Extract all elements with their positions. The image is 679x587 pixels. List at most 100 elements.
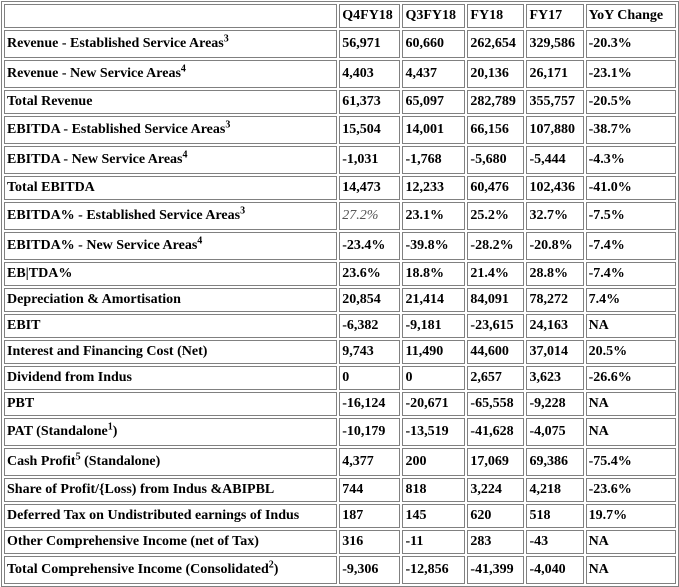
row-label: EBIT — [4, 314, 338, 338]
table-row: Cash Profit5 (Standalone) 4,377 200 17,069 6… — [4, 448, 676, 476]
row-label: PAT (Standalone1) — [4, 418, 338, 446]
row-label: Interest and Financing Cost (Net) — [4, 340, 338, 364]
value-cell: 20,136 — [467, 60, 525, 88]
row-label-text: EBITDA - New Service Areas — [7, 152, 183, 167]
value-cell: 66,156 — [467, 116, 525, 144]
column-header: FY18 — [467, 4, 525, 28]
value-cell: -9,306 — [339, 556, 401, 584]
table-row: Depreciation & Amortisation 20,854 21,414 8… — [4, 288, 676, 312]
value-cell: 21.4% — [467, 262, 525, 286]
footnote-marker: 5 — [75, 451, 81, 463]
row-label-text: PAT (Standalone — [7, 424, 108, 439]
value-cell: -12,856 — [402, 556, 466, 584]
row-label-text: Deferred Tax on Undistributed earnings o… — [7, 508, 300, 523]
value-cell: 23.1% — [402, 202, 466, 230]
value-cell: 355,757 — [526, 90, 584, 114]
value-cell: -5,444 — [526, 146, 584, 174]
table-row: PAT (Standalone1) -10,179 -13,519 -41,628 -4… — [4, 418, 676, 446]
row-label-text: Revenue - New Service Areas — [7, 66, 181, 81]
value-cell: 11,490 — [402, 340, 466, 364]
value-cell: -11 — [402, 530, 466, 554]
value-cell: NA — [585, 314, 676, 338]
value-cell: 102,436 — [526, 176, 584, 200]
table-row: Revenue - New Service Areas4 4,403 4,437 20… — [4, 60, 676, 88]
row-label: EBITDA - Established Service Areas3 — [4, 116, 338, 144]
table-row: Interest and Financing Cost (Net) 9,743 11… — [4, 340, 676, 364]
value-cell: -1,768 — [402, 146, 466, 174]
table-row: Dividend from Indus 0 0 2,657 3,623 -26.6% — [4, 366, 676, 390]
value-cell: 4,437 — [402, 60, 466, 88]
row-label-text: Cash Profit — [7, 454, 76, 469]
value-cell: 28.8% — [526, 262, 584, 286]
row-label: EBITDA - New Service Areas4 — [4, 146, 338, 174]
row-label-text: EBITDA - Established Service Areas — [7, 122, 226, 137]
row-label-suffix: ) — [112, 424, 118, 439]
row-label-text: Total Comprehensive Income (Consolidated — [7, 562, 269, 577]
value-cell: 316 — [339, 530, 401, 554]
value-cell: 4,377 — [339, 448, 401, 476]
value-cell: 69,386 — [526, 448, 584, 476]
table-body: Q4FY18 Q3FY18 FY18 FY17 YoY Change Revenue - … — [4, 4, 676, 584]
value-cell: 60,476 — [467, 176, 525, 200]
value-cell: 78,272 — [526, 288, 584, 312]
value-cell: -6,382 — [339, 314, 401, 338]
header-corner-cell — [4, 4, 338, 28]
row-label: Cash Profit5 (Standalone) — [4, 448, 338, 476]
row-label-text: Total EBITDA — [7, 180, 95, 195]
row-label-text: Other Comprehensive Income (net of Tax) — [7, 534, 259, 549]
row-label-suffix: (Standalone) — [80, 454, 161, 469]
value-cell: -38.7% — [585, 116, 676, 144]
table-row: Total Comprehensive Income (Consolidated… — [4, 556, 676, 584]
value-cell: -41,399 — [467, 556, 525, 584]
row-label: Other Comprehensive Income (net of Tax) — [4, 530, 338, 554]
value-cell: 4,403 — [339, 60, 401, 88]
value-cell: 262,654 — [467, 30, 525, 58]
row-label-text: Interest and Financing Cost (Net) — [7, 344, 208, 359]
table-row: EBIT -6,382 -9,181 -23,615 24,163 NA — [4, 314, 676, 338]
table-row: Deferred Tax on Undistributed earnings o… — [4, 504, 676, 528]
value-cell: -1,031 — [339, 146, 401, 174]
value-cell: 24,163 — [526, 314, 584, 338]
table-row: Total Revenue 61,373 65,097 282,789 355,757-… — [4, 90, 676, 114]
value-cell: 145 — [402, 504, 466, 528]
value-cell: NA — [585, 418, 676, 446]
value-cell: 61,373 — [339, 90, 401, 114]
row-label: Depreciation & Amortisation — [4, 288, 338, 312]
value-cell: -26.6% — [585, 366, 676, 390]
row-label: EBITDA% - New Service Areas4 — [4, 232, 338, 260]
row-label: EB|TDA% — [4, 262, 338, 286]
value-cell: -5,680 — [467, 146, 525, 174]
value-cell: 12,233 — [402, 176, 466, 200]
value-cell: 20,854 — [339, 288, 401, 312]
footnote-marker: 1 — [107, 421, 113, 433]
value-cell: 37,014 — [526, 340, 584, 364]
value-cell: 17,069 — [467, 448, 525, 476]
value-cell: 818 — [402, 478, 466, 502]
row-label: PBT — [4, 392, 338, 416]
value-cell: -43 — [526, 530, 584, 554]
footnote-marker: 4 — [182, 149, 188, 161]
row-label: Dividend from Indus — [4, 366, 338, 390]
value-cell: -4,075 — [526, 418, 584, 446]
value-cell: -23,615 — [467, 314, 525, 338]
value-cell: -9,181 — [402, 314, 466, 338]
row-label-suffix: ) — [273, 562, 279, 577]
value-cell: -7.5% — [585, 202, 676, 230]
value-cell: 620 — [467, 504, 525, 528]
row-label: EBITDA% - Established Service Areas3 — [4, 202, 338, 230]
footnote-marker: 3 — [225, 119, 231, 131]
value-cell: -7.4% — [585, 232, 676, 260]
row-label: Total Revenue — [4, 90, 338, 114]
value-cell: -65,558 — [467, 392, 525, 416]
table-row: EB|TDA% 23.6% 18.8% 21.4% 28.8% -7.4% — [4, 262, 676, 286]
row-label: Total Comprehensive Income (Consolidated… — [4, 556, 338, 584]
row-label: Revenue - New Service Areas4 — [4, 60, 338, 88]
value-cell: -20.5% — [585, 90, 676, 114]
row-label-text: EB|TDA% — [7, 266, 73, 281]
value-cell: 2,657 — [467, 366, 525, 390]
value-cell: 4,218 — [526, 478, 584, 502]
value-cell: 3,224 — [467, 478, 525, 502]
table-row: EBITDA% - Established Service Areas3 27.2… — [4, 202, 676, 230]
value-cell: -23.1% — [585, 60, 676, 88]
row-label: Total EBITDA — [4, 176, 338, 200]
